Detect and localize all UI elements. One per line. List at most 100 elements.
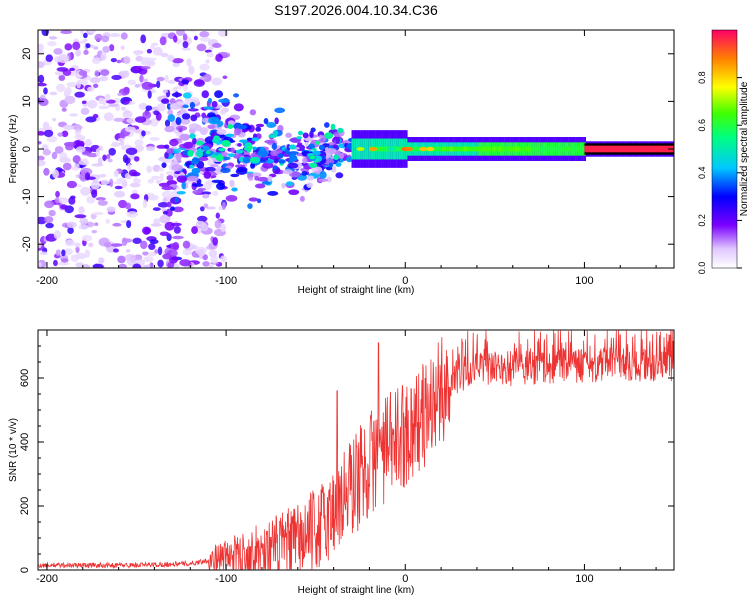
spectrogram-cell <box>153 110 160 116</box>
spectrogram-cell <box>211 100 218 108</box>
spectrogram-cell <box>159 36 167 46</box>
spectrogram-cell <box>215 154 224 162</box>
spectrogram-cell <box>176 112 183 119</box>
spectrogram-cell <box>166 201 172 208</box>
spectrogram-cell <box>235 149 244 154</box>
spectrogram-cell <box>162 210 168 215</box>
spectrogram-cell <box>199 31 210 38</box>
spectrogram-cell <box>56 67 69 72</box>
spectrogram-cell <box>43 167 50 176</box>
band-inner-cell <box>366 138 369 160</box>
spectrogram-cell <box>126 118 138 124</box>
spectrogram-cell <box>167 114 176 122</box>
spectrogram-cell <box>266 121 276 129</box>
spectrogram-cell <box>196 140 204 146</box>
spectrogram-cell <box>65 86 72 95</box>
spectrogram-cell <box>266 160 274 164</box>
x-tick-label: -100 <box>215 275 237 287</box>
band-core-cell <box>517 146 521 152</box>
spectrogram-cell <box>249 109 257 116</box>
spectrogram-cell <box>193 79 205 87</box>
spectrogram-cell <box>263 118 269 125</box>
spectrogram-cell <box>237 143 242 147</box>
band-core-cell <box>568 146 572 152</box>
spectrogram-cell <box>44 216 54 224</box>
spectrogram-cell <box>228 153 235 158</box>
spectrogram-cell <box>205 150 211 155</box>
spectrogram-cell <box>189 164 195 169</box>
spectrogram-cell <box>38 159 46 167</box>
band-core-cell <box>382 146 386 152</box>
spectrogram-cell <box>199 63 210 71</box>
band-core-cell <box>514 146 518 152</box>
spectrogram-cell <box>114 185 123 190</box>
y-tick-label: -20 <box>21 236 33 252</box>
spectrogram-cell <box>172 241 180 251</box>
spectrogram-cell <box>100 69 110 77</box>
spectrogram-cell <box>52 117 57 122</box>
spectrogram-cell <box>64 43 73 51</box>
spectrogram-cell <box>86 86 95 92</box>
spectrogram-cell <box>75 49 81 57</box>
colorbar-tick-label: 0.2 <box>697 214 707 227</box>
spectrogram-cell <box>211 77 223 86</box>
spectrogram-cell <box>110 243 123 247</box>
band-core-cell <box>463 146 467 152</box>
spectrogram-cell <box>181 79 190 85</box>
band-core-cell <box>474 146 478 152</box>
spectrogram-cell <box>126 220 132 229</box>
spectrogram-cell <box>132 263 142 268</box>
spectrogram-cell <box>75 146 86 153</box>
spectrogram-cell <box>169 138 179 147</box>
spectrogram-cell <box>174 170 181 175</box>
spectrogram-cell <box>215 212 220 219</box>
spectrogram-cell <box>172 57 184 64</box>
y-tick-label: 0 <box>19 567 31 573</box>
spectrogram-cell <box>38 74 45 84</box>
spectrogram-cell <box>92 211 104 216</box>
colorbar-label: Normalized spectral amplitude <box>739 81 750 216</box>
spectrogram-cell <box>164 74 169 83</box>
spectrogram-cell <box>85 116 97 123</box>
spectrogram-cell <box>110 58 117 63</box>
band-core-cell <box>441 146 445 152</box>
spectrogram-cell <box>43 87 48 95</box>
spectrogram-cell <box>61 130 69 138</box>
spectrogram-cell <box>302 132 309 139</box>
band-core-cell <box>439 146 443 152</box>
spectrogram-cell <box>156 103 166 112</box>
spectrogram-cell <box>189 101 196 109</box>
spectrogram-cell <box>53 48 63 55</box>
spectrogram-cell <box>211 179 222 184</box>
spectrogram-cell <box>191 183 204 187</box>
spectrogram-cell <box>118 263 127 268</box>
spectrogram-marks <box>38 30 674 268</box>
spectrogram-cell <box>133 156 140 162</box>
spectrogram-cell <box>171 235 184 240</box>
spectrogram-cell <box>38 49 45 55</box>
spectrogram-cell <box>44 200 55 209</box>
spectrogram-cell <box>157 202 170 208</box>
spectrogram-cell <box>121 179 128 188</box>
spectrogram-cell <box>161 186 174 191</box>
spectrogram-cell <box>285 132 292 138</box>
spectrogram-cell <box>247 145 253 150</box>
spectrogram-cell <box>175 152 183 161</box>
spectrogram-cell <box>162 197 168 204</box>
spectrogram-cell <box>208 46 214 51</box>
spectrogram-cell <box>203 203 209 209</box>
spectrogram-cell <box>194 124 202 132</box>
spectrogram-cell <box>153 218 161 225</box>
spectrogram-cell <box>289 154 298 162</box>
spectrogram-cell <box>188 244 199 250</box>
spectrogram-cell <box>198 187 207 191</box>
spectrogram-cell <box>176 190 186 195</box>
spectrogram-cell <box>106 206 116 213</box>
spectrogram-cell <box>270 150 280 157</box>
band-core-cell <box>552 146 556 152</box>
band-hotspot <box>419 147 428 151</box>
spectrogram-cell <box>89 44 95 49</box>
spectrogram-cell <box>187 149 194 157</box>
spectrogram-cell <box>69 113 79 117</box>
spectrogram-cell <box>142 251 149 256</box>
